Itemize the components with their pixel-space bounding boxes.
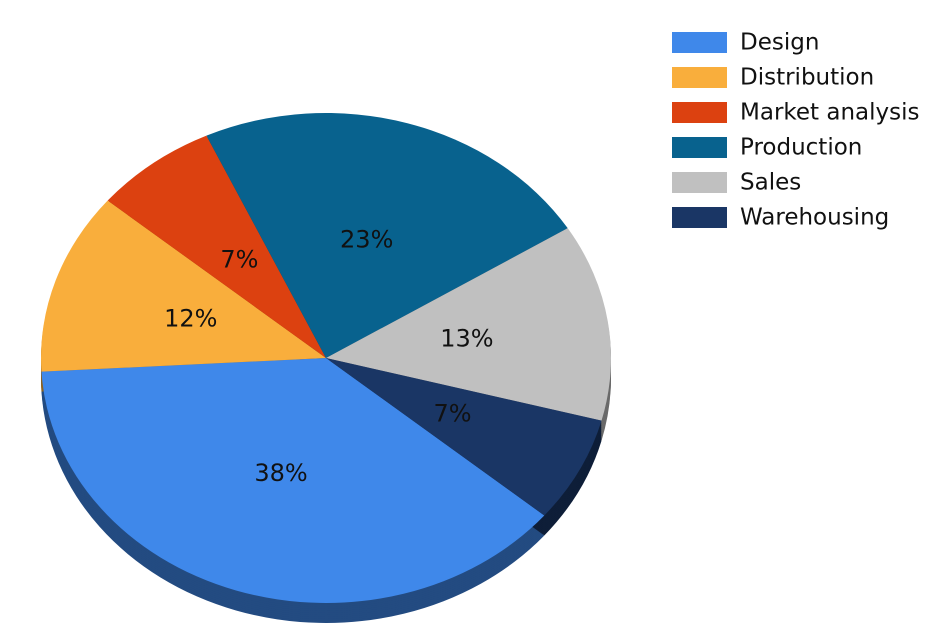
value-label: 23% — [340, 226, 393, 254]
legend: Design Distribution Market analysis Product… — [672, 30, 920, 231]
pie-labels: 38% 12% 7% 23% 13% 7% — [164, 226, 493, 488]
value-label: 7% — [433, 399, 471, 427]
legend-label: Warehousing — [740, 205, 889, 231]
legend-label: Production — [740, 135, 862, 161]
slice — [326, 358, 602, 516]
value-label: 12% — [164, 304, 217, 332]
legend-swatch — [672, 32, 727, 53]
slice — [206, 112, 568, 359]
value-label: 38% — [254, 459, 307, 487]
legend-label: Market analysis — [740, 100, 920, 126]
value-label: 13% — [440, 325, 493, 353]
pie-tops — [40, 112, 611, 603]
slice — [40, 200, 326, 372]
legend-swatch — [672, 137, 727, 158]
legend-swatch — [672, 102, 727, 123]
slice — [41, 358, 545, 603]
legend-label: Design — [740, 30, 819, 56]
legend-swatch — [672, 172, 727, 193]
legend-swatch — [672, 207, 727, 228]
slice — [326, 228, 611, 421]
legend-label: Sales — [740, 170, 801, 196]
value-label: 7% — [220, 246, 258, 274]
slice — [107, 135, 326, 358]
legend-label: Distribution — [740, 65, 874, 91]
legend-swatch — [672, 67, 727, 88]
